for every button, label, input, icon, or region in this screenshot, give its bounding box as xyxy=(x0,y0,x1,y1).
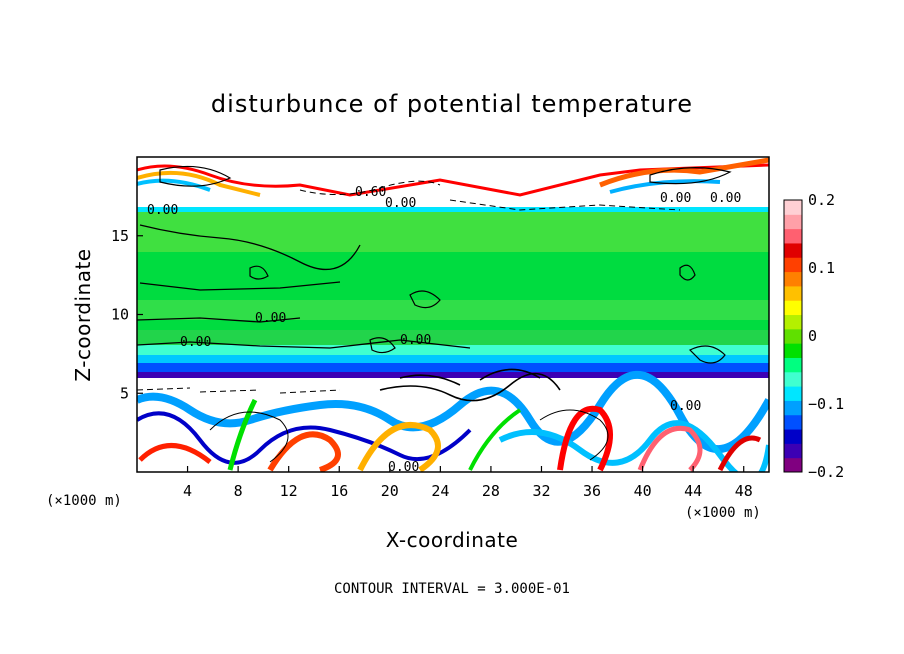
x-tick-label: 28 xyxy=(482,482,500,500)
colorbar-swatch xyxy=(784,328,802,344)
contour-label: 0.00 xyxy=(385,196,416,211)
colorbar-tick-label: 0.2 xyxy=(808,191,835,209)
colorbar-tick-label: 0 xyxy=(808,327,817,345)
colorbar-swatch xyxy=(784,200,802,215)
y-tick-label: 10 xyxy=(111,306,129,324)
colorbar-swatch xyxy=(784,314,802,330)
contour-label: 0.00 xyxy=(670,399,701,414)
colorbar-ticks: 0.2 0.1 0 −0.1 −0.2 xyxy=(808,191,844,481)
colorbar-swatch xyxy=(784,271,802,287)
y-tick-label: 5 xyxy=(120,384,129,402)
contour-label: 0.60 xyxy=(355,185,386,200)
colorbar-frame xyxy=(783,199,803,473)
y-axis-label: Z-coordinate xyxy=(71,248,95,381)
x-tick-label: 16 xyxy=(330,482,348,500)
colorbar-swatch xyxy=(784,285,802,301)
colorbar-swatch xyxy=(784,343,802,358)
contour-interval-label: CONTOUR INTERVAL = 3.000E-01 xyxy=(334,581,570,597)
colorbar-swatch xyxy=(784,386,802,401)
x-tick-label: 24 xyxy=(431,482,449,500)
colorbar-swatch xyxy=(784,357,802,373)
contour-label: 0.00 xyxy=(147,203,178,218)
x-tick-label: 36 xyxy=(583,482,601,500)
colorbar-swatch xyxy=(784,300,802,316)
x-tick-label: 4 xyxy=(183,482,192,500)
x-axis: 4 8 12 16 20 24 28 32 36 40 44 48 xyxy=(183,466,753,500)
x-tick-label: 44 xyxy=(684,482,702,500)
colorbar-swatch xyxy=(784,429,802,444)
contour-label: 0.00 xyxy=(660,191,691,206)
contour-label: 0.00 xyxy=(400,333,431,348)
x-tick-label: 40 xyxy=(634,482,652,500)
colorbar-swatch xyxy=(784,242,802,258)
plot-area xyxy=(137,157,769,472)
y-axis: 5 10 15 xyxy=(111,227,143,402)
x-tick-label: 20 xyxy=(381,482,399,500)
colorbar-swatch xyxy=(784,443,802,459)
colorbar-tick-label: −0.1 xyxy=(808,395,844,413)
colorbar-tick-label: −0.2 xyxy=(808,463,844,481)
chart-title: disturbunce of potential temperature xyxy=(211,90,693,118)
colorbar-swatch xyxy=(784,257,802,273)
x-tick-label: 48 xyxy=(735,482,753,500)
colorbar xyxy=(783,199,803,473)
colorbar-swatch xyxy=(784,371,802,387)
colorbar-swatch xyxy=(784,228,802,244)
x-axis-label: X-coordinate xyxy=(386,528,519,552)
colorbar-tick-label: 0.1 xyxy=(808,259,835,277)
contour-label: 0.00 xyxy=(710,191,741,206)
x-tick-label: 12 xyxy=(280,482,298,500)
colorbar-swatch xyxy=(784,400,802,416)
colorbar-swatch xyxy=(784,414,802,430)
contour-labels: 0.00 0.60 0.00 0.00 0.00 0.00 0.00 0.00 … xyxy=(147,185,741,475)
colorbar-swatch xyxy=(784,214,802,230)
colorbar-swatch xyxy=(784,457,802,473)
contour-label: 0.00 xyxy=(180,335,211,350)
contour-label: 0.00 xyxy=(255,311,286,326)
x-unit-label-right: (×1000 m) xyxy=(685,505,761,521)
x-tick-label: 8 xyxy=(234,482,243,500)
y-tick-label: 15 xyxy=(111,227,129,245)
x-tick-label: 32 xyxy=(532,482,550,500)
x-unit-label-left: (×1000 m) xyxy=(46,493,122,509)
